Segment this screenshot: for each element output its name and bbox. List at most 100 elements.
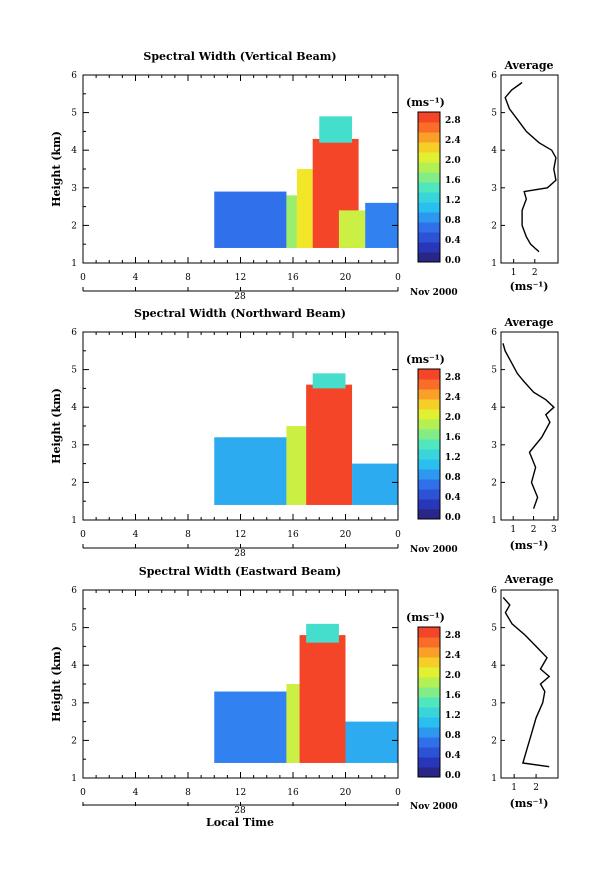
heatmap-region-layer [214, 116, 398, 248]
panel-northward-beam: Spectral Width (Northward Beam) Height (… [50, 307, 559, 559]
panel-vertical-beam: Spectral Width (Vertical Beam) Height (k… [50, 50, 559, 302]
profile-x-tick-label: 1 [510, 525, 516, 535]
heatmap-region-layer [214, 623, 398, 763]
profile-xlabel: (ms⁻¹) [510, 797, 549, 810]
x-tick-label: 0 [80, 273, 86, 283]
heatmap-region [286, 426, 307, 505]
y-axis-label: Height (km) [50, 388, 63, 464]
colorbar-swatch [418, 499, 440, 510]
heatmap-region [214, 437, 287, 505]
colorbar-tick-label: 2.4 [445, 393, 461, 403]
colorbar-swatch [418, 142, 440, 153]
profile-xlabel: (ms⁻¹) [510, 539, 549, 552]
colorbar: 2.8 2.4 2.0 1.6 1.2 0.8 0.4 0.0 [417, 368, 461, 523]
y-tick-label: 5 [71, 624, 77, 634]
x-tick-label: 0 [395, 530, 401, 540]
panel-eastward-beam: Spectral Width (Eastward Beam) Height (k… [50, 565, 559, 816]
heatmap-region [306, 384, 353, 505]
colorbar-tick-label: 1.2 [445, 453, 461, 463]
heatmap-region [306, 623, 339, 643]
colorbar-tick-label: 2.8 [445, 631, 461, 641]
y-tick-label: 2 [71, 221, 77, 231]
x-tick-label: 8 [185, 530, 191, 540]
x-tick-label: 20 [340, 530, 352, 540]
colorbar-swatch [418, 152, 440, 163]
colorbar-swatch [418, 647, 440, 658]
colorbar-unit: (ms⁻¹) [406, 353, 445, 366]
x-tick-layer: 0 4 8 12 16 20 0 [80, 332, 401, 548]
x-tick-label: 0 [80, 530, 86, 540]
day-label: 28 [234, 549, 246, 559]
profile-x-tick-label: 3 [551, 525, 557, 535]
colorbar-unit: (ms⁻¹) [406, 96, 445, 109]
profile-y-tick-label: 5 [491, 624, 497, 634]
heatmap-region [299, 635, 346, 763]
colorbar-tick-label: 2.8 [445, 116, 461, 126]
x-tick-label: 16 [287, 273, 299, 283]
colorbar-tick-label: 0.4 [445, 236, 461, 246]
x-tick-label: 12 [235, 273, 246, 283]
colorbar-swatch [418, 242, 440, 253]
profile-y-tick-label: 1 [491, 516, 497, 526]
profile-panel: Average 1 2 3 4 5 6 1 2 (ms⁻¹) [491, 59, 559, 293]
x-tick-label: 4 [133, 273, 139, 283]
x-tick-label: 4 [133, 530, 139, 540]
x-tick-label: 0 [395, 788, 401, 798]
colorbar-swatch [418, 439, 440, 450]
heatmap-region-layer [214, 373, 398, 505]
colorbar-tick-label: 0.8 [445, 473, 461, 483]
x-tick-layer: 0 4 8 12 16 20 0 [80, 590, 401, 806]
profile-title: Average [503, 59, 553, 72]
y-tick-label: 5 [71, 109, 77, 119]
panel-title: Spectral Width (Northward Beam) [134, 307, 346, 320]
profile-y-tick-label: 1 [491, 259, 497, 269]
profile-frame [500, 589, 559, 779]
colorbar-swatch [418, 162, 440, 173]
y-tick-label: 3 [71, 441, 77, 451]
profile-panel: Average 1 2 3 4 5 6 1 2 3 (ms⁻¹) [491, 316, 559, 552]
profile-y-tick-label: 4 [491, 146, 497, 156]
x-tick-label: 0 [80, 788, 86, 798]
x-tick-label: 12 [235, 530, 246, 540]
profile-y-tick-label: 4 [491, 403, 497, 413]
colorbar-tick-label: 0.0 [445, 513, 461, 523]
colorbar-swatch [418, 509, 440, 520]
heatmap-region [345, 721, 398, 763]
day-label: 28 [234, 292, 246, 302]
colorbar-tick-label: 0.4 [445, 493, 461, 503]
profile-x-tick-label: 1 [511, 268, 517, 278]
y-tick-layer: 1 2 3 4 5 6 [71, 586, 398, 784]
colorbar-tick-label: 1.6 [445, 433, 461, 443]
colorbar-swatch [418, 172, 440, 183]
x-tick-label: 0 [395, 273, 401, 283]
y-tick-label: 6 [71, 71, 77, 81]
colorbar-swatch [418, 459, 440, 470]
colorbar-swatch [418, 122, 440, 133]
x-tick-label: 8 [185, 273, 191, 283]
y-tick-label: 6 [71, 328, 77, 338]
y-tick-label: 3 [71, 184, 77, 194]
profile-line [502, 597, 551, 768]
x-tick-label: 8 [185, 788, 191, 798]
x-tick-label: 16 [287, 788, 299, 798]
heatmap-region [214, 691, 287, 763]
colorbar-tick-label: 0.8 [445, 216, 461, 226]
x-axis-label: Local Time [206, 816, 274, 829]
profile-y-tick-label: 1 [491, 774, 497, 784]
y-axis-label: Height (km) [50, 131, 63, 207]
heatmap-region [286, 684, 300, 763]
colorbar-swatch [418, 737, 440, 748]
colorbar-swatch [418, 637, 440, 648]
colorbar-swatch [418, 419, 440, 430]
colorbar-tick-label: 1.6 [445, 176, 461, 186]
colorbar-swatch [418, 212, 440, 223]
date-label: Nov 2000 [410, 802, 458, 812]
profile-xlabel: (ms⁻¹) [510, 280, 549, 293]
colorbar-swatch [418, 132, 440, 143]
colorbar-frame [417, 368, 441, 520]
colorbar-swatch [418, 707, 440, 718]
y-tick-layer: 1 2 3 4 5 6 [71, 328, 398, 526]
colorbar-swatch [418, 727, 440, 738]
colorbar-swatch [418, 192, 440, 203]
